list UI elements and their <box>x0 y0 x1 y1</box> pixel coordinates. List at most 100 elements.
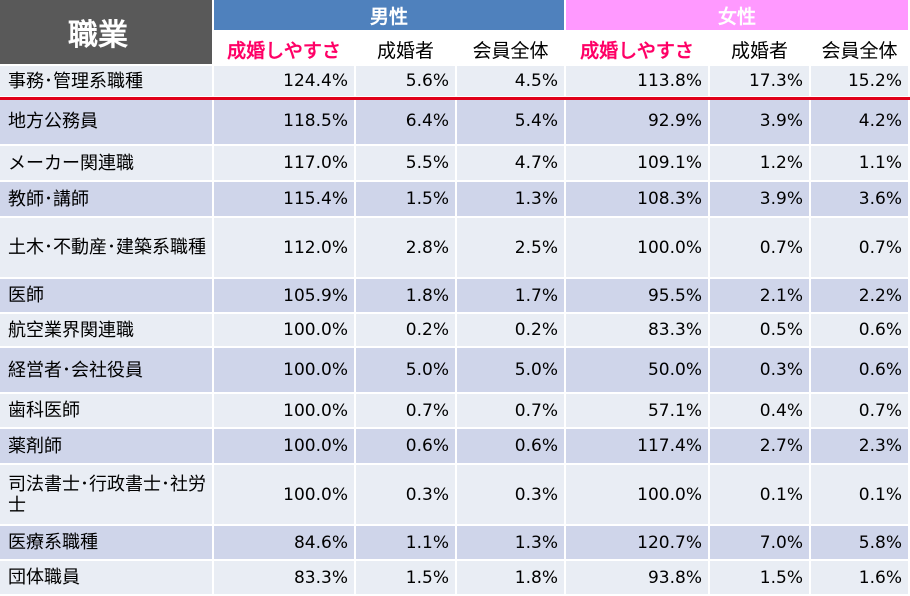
value-cell: 0.7% <box>356 394 457 429</box>
col-header: 会員全体 <box>811 32 910 66</box>
occupation-cell: 経営者･会社役員 <box>0 348 214 394</box>
value-cell: 83.3% <box>214 561 356 596</box>
value-cell: 1.5% <box>710 561 811 596</box>
value-cell: 1.7% <box>457 279 566 314</box>
col-header: 成婚しやすさ <box>566 32 710 66</box>
value-cell: 2.7% <box>710 429 811 465</box>
table-row: 歯科医師 100.0% 0.7% 0.7% 57.1% 0.4% 0.7% <box>0 394 910 429</box>
value-cell: 2.2% <box>811 279 910 314</box>
value-cell: 0.6% <box>457 429 566 465</box>
value-cell: 2.3% <box>811 429 910 465</box>
value-cell: 124.4% <box>214 66 356 98</box>
col-header: 成婚者 <box>710 32 811 66</box>
value-cell: 0.3% <box>457 465 566 526</box>
occupation-cell: 教師･講師 <box>0 182 214 218</box>
value-cell: 100.0% <box>214 465 356 526</box>
value-cell: 93.8% <box>566 561 710 596</box>
table-row: 経営者･会社役員 100.0% 5.0% 5.0% 50.0% 0.3% 0.6… <box>0 348 910 394</box>
table-row: 薬剤師 100.0% 0.6% 0.6% 117.4% 2.7% 2.3% <box>0 429 910 465</box>
table-row: 司法書士･行政書士･社労士 100.0% 0.3% 0.3% 100.0% 0.… <box>0 465 910 526</box>
value-cell: 100.0% <box>566 218 710 279</box>
value-cell: 83.3% <box>566 314 710 348</box>
table-row: メーカー関連職 117.0% 5.5% 4.7% 109.1% 1.2% 1.1… <box>0 146 910 182</box>
value-cell: 5.5% <box>356 146 457 182</box>
occupation-cell: 事務･管理系職種 <box>0 66 214 98</box>
value-cell: 2.8% <box>356 218 457 279</box>
value-cell: 109.1% <box>566 146 710 182</box>
occupation-cell: 薬剤師 <box>0 429 214 465</box>
value-cell: 15.2% <box>811 66 910 98</box>
col-header: 成婚しやすさ <box>214 32 356 66</box>
col-header: 成婚者 <box>356 32 457 66</box>
table-row: 団体職員 83.3% 1.5% 1.8% 93.8% 1.5% 1.6% <box>0 561 910 596</box>
value-cell: 100.0% <box>214 394 356 429</box>
table-row: 航空業界関連職 100.0% 0.2% 0.2% 83.3% 0.5% 0.6% <box>0 314 910 348</box>
value-cell: 0.3% <box>356 465 457 526</box>
occupation-cell: 医療系職種 <box>0 526 214 561</box>
value-cell: 0.4% <box>710 394 811 429</box>
value-cell: 5.0% <box>356 348 457 394</box>
table-row: 医療系職種 84.6% 1.1% 1.3% 120.7% 7.0% 5.8% <box>0 526 910 561</box>
value-cell: 0.6% <box>811 314 910 348</box>
table-row: 事務･管理系職種 124.4% 5.6% 4.5% 113.8% 17.3% 1… <box>0 66 910 98</box>
value-cell: 118.5% <box>214 98 356 146</box>
value-cell: 5.6% <box>356 66 457 98</box>
value-cell: 0.7% <box>811 218 910 279</box>
occupation-cell: 団体職員 <box>0 561 214 596</box>
occupation-cell: 土木･不動産･建築系職種 <box>0 218 214 279</box>
value-cell: 0.2% <box>457 314 566 348</box>
occupation-cell: 司法書士･行政書士･社労士 <box>0 465 214 526</box>
value-cell: 92.9% <box>566 98 710 146</box>
value-cell: 1.3% <box>457 182 566 218</box>
value-cell: 3.9% <box>710 182 811 218</box>
value-cell: 2.5% <box>457 218 566 279</box>
occupation-cell: 地方公務員 <box>0 98 214 146</box>
value-cell: 3.9% <box>710 98 811 146</box>
value-cell: 0.5% <box>710 314 811 348</box>
value-cell: 0.3% <box>710 348 811 394</box>
value-cell: 50.0% <box>566 348 710 394</box>
value-cell: 0.7% <box>811 394 910 429</box>
value-cell: 1.8% <box>457 561 566 596</box>
value-cell: 57.1% <box>566 394 710 429</box>
value-cell: 100.0% <box>214 348 356 394</box>
table-row: 医師 105.9% 1.8% 1.7% 95.5% 2.1% 2.2% <box>0 279 910 314</box>
value-cell: 4.2% <box>811 98 910 146</box>
value-cell: 100.0% <box>214 314 356 348</box>
table-row: 地方公務員 118.5% 6.4% 5.4% 92.9% 3.9% 4.2% <box>0 98 910 146</box>
value-cell: 5.8% <box>811 526 910 561</box>
value-cell: 4.7% <box>457 146 566 182</box>
male-header: 男性 <box>214 0 566 32</box>
value-cell: 7.0% <box>710 526 811 561</box>
value-cell: 1.3% <box>457 526 566 561</box>
value-cell: 112.0% <box>214 218 356 279</box>
value-cell: 1.6% <box>811 561 910 596</box>
value-cell: 117.0% <box>214 146 356 182</box>
highlight-underline <box>0 97 910 100</box>
value-cell: 5.0% <box>457 348 566 394</box>
value-cell: 0.7% <box>710 218 811 279</box>
table-row: 教師･講師 115.4% 1.5% 1.3% 108.3% 3.9% 3.6% <box>0 182 910 218</box>
value-cell: 0.2% <box>356 314 457 348</box>
occupation-header: 職業 <box>0 0 214 66</box>
value-cell: 0.6% <box>811 348 910 394</box>
value-cell: 95.5% <box>566 279 710 314</box>
col-header: 会員全体 <box>457 32 566 66</box>
value-cell: 0.7% <box>457 394 566 429</box>
value-cell: 3.6% <box>811 182 910 218</box>
value-cell: 2.1% <box>710 279 811 314</box>
table-row: 土木･不動産･建築系職種 112.0% 2.8% 2.5% 100.0% 0.7… <box>0 218 910 279</box>
value-cell: 1.5% <box>356 182 457 218</box>
value-cell: 117.4% <box>566 429 710 465</box>
value-cell: 100.0% <box>566 465 710 526</box>
female-header: 女性 <box>566 0 910 32</box>
occupation-cell: 航空業界関連職 <box>0 314 214 348</box>
value-cell: 120.7% <box>566 526 710 561</box>
occupation-cell: 歯科医師 <box>0 394 214 429</box>
value-cell: 113.8% <box>566 66 710 98</box>
value-cell: 1.2% <box>710 146 811 182</box>
occupation-cell: メーカー関連職 <box>0 146 214 182</box>
value-cell: 4.5% <box>457 66 566 98</box>
value-cell: 0.6% <box>356 429 457 465</box>
